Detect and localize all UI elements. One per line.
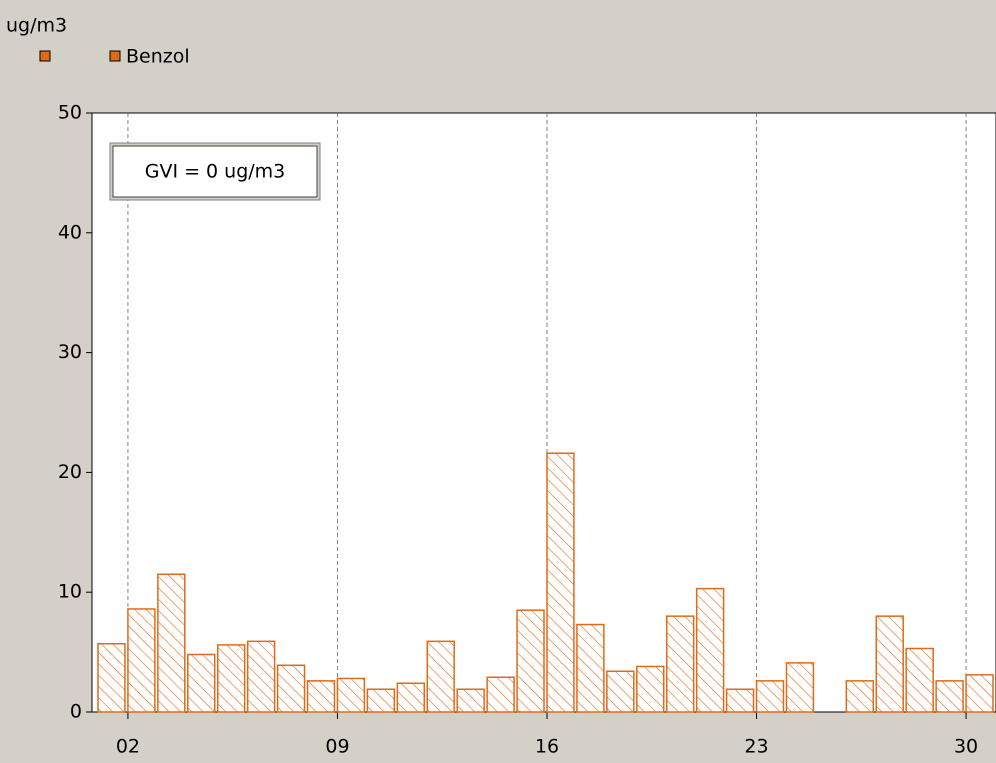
y-tick-label: 0 (70, 701, 82, 723)
bar (306, 680, 336, 713)
bar (576, 623, 605, 713)
x-tick-label: 16 (535, 736, 559, 758)
bar (636, 665, 665, 713)
bar (246, 640, 276, 713)
bar (606, 670, 635, 713)
x-tick-label: 23 (744, 736, 768, 758)
x-tick-label: 30 (954, 736, 978, 758)
bar (456, 688, 485, 713)
bar (276, 664, 306, 713)
bar (366, 688, 396, 713)
y-tick-label: 10 (58, 581, 82, 603)
bar (845, 680, 875, 713)
x-tick-label: 02 (116, 736, 140, 758)
legend-swatch (39, 50, 51, 62)
x-tick-label: 09 (325, 736, 349, 758)
bar (725, 688, 755, 713)
bar (516, 609, 545, 713)
bar (965, 674, 994, 713)
bar (905, 647, 934, 713)
annotation-inner (112, 145, 318, 198)
bar (665, 615, 695, 713)
bar (755, 680, 785, 713)
bar (486, 676, 515, 713)
annotation: GVI = 0 ug/m3 (145, 161, 286, 183)
bar (336, 677, 366, 713)
bar (695, 587, 725, 713)
bar (157, 573, 186, 713)
bar (187, 653, 216, 713)
y-tick-label: 30 (58, 341, 82, 363)
bar (396, 682, 426, 713)
legend-label: Benzol (126, 46, 190, 68)
legend-swatch (109, 50, 121, 62)
y-axis-label: ug/m3 (6, 15, 67, 37)
y-tick-label: 40 (58, 221, 82, 243)
bar (127, 608, 156, 713)
bar (935, 680, 964, 713)
bar (216, 644, 246, 713)
bar (785, 662, 815, 713)
bar (426, 640, 455, 713)
bar (546, 452, 575, 713)
y-tick-label: 50 (58, 102, 82, 124)
bar (875, 615, 904, 713)
bar (97, 642, 126, 713)
y-tick-label: 20 (58, 461, 82, 483)
